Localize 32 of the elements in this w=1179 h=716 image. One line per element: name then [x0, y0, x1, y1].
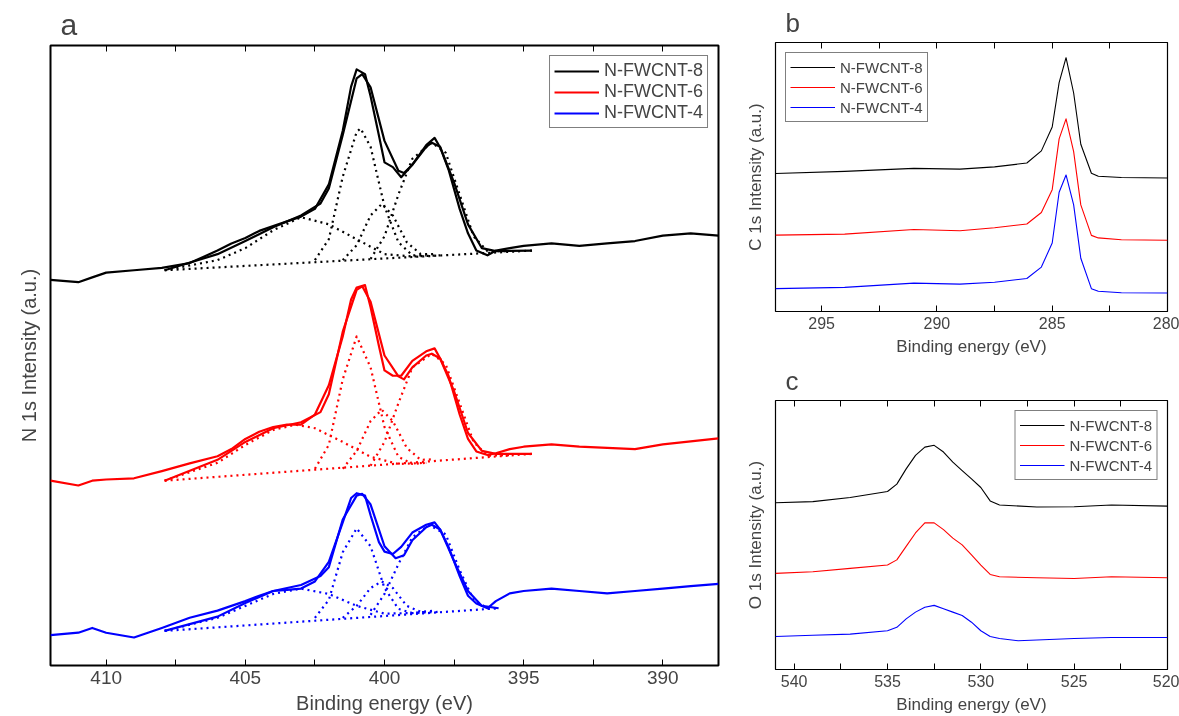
x-tick-label: 540: [780, 672, 808, 690]
legend-label: N-FWCNT-4: [840, 98, 923, 116]
y-axis-title: C 1s Intensity (a.u.): [745, 103, 765, 251]
x-tick-label: 525: [1060, 672, 1088, 690]
x-axis-title: Binding energy (eV): [896, 336, 1047, 356]
x-tick-label: 285: [1038, 314, 1066, 332]
y-axis-title: N 1s Intensity (a.u.): [17, 268, 40, 443]
x-axis-title: Binding energy (eV): [896, 694, 1047, 714]
x-tick-label: 395: [507, 666, 540, 688]
x-tick-label: 295: [808, 314, 836, 332]
x-tick-label: 405: [229, 666, 262, 688]
x-tick-label: 400: [368, 666, 401, 688]
x-tick-label: 410: [90, 666, 123, 688]
x-axis-title: Binding energy (eV): [296, 691, 473, 714]
legend-label: N-FWCNT-6: [604, 81, 703, 102]
x-tick-label: 280: [1152, 314, 1179, 332]
x-tick-label: 290: [923, 314, 951, 332]
legend-label: N-FWCNT-6: [1069, 436, 1152, 454]
x-tick-label: 520: [1152, 672, 1179, 690]
x-tick-label: 530: [967, 672, 995, 690]
legend-label: N-FWCNT-8: [840, 58, 923, 76]
legend-label: N-FWCNT-4: [604, 102, 703, 123]
legend-label: N-FWCNT-8: [604, 60, 703, 81]
chart-title: c: [785, 365, 799, 396]
legend-label: N-FWCNT-4: [1069, 456, 1152, 474]
y-axis-title: O 1s Intensity (a.u.): [745, 460, 765, 610]
x-tick-label: 390: [646, 666, 679, 688]
legend-label: N-FWCNT-6: [840, 78, 923, 96]
chart-title: a: [60, 7, 78, 41]
chart-title: b: [785, 7, 800, 38]
x-tick-label: 535: [874, 672, 901, 690]
legend-label: N-FWCNT-8: [1069, 416, 1152, 434]
